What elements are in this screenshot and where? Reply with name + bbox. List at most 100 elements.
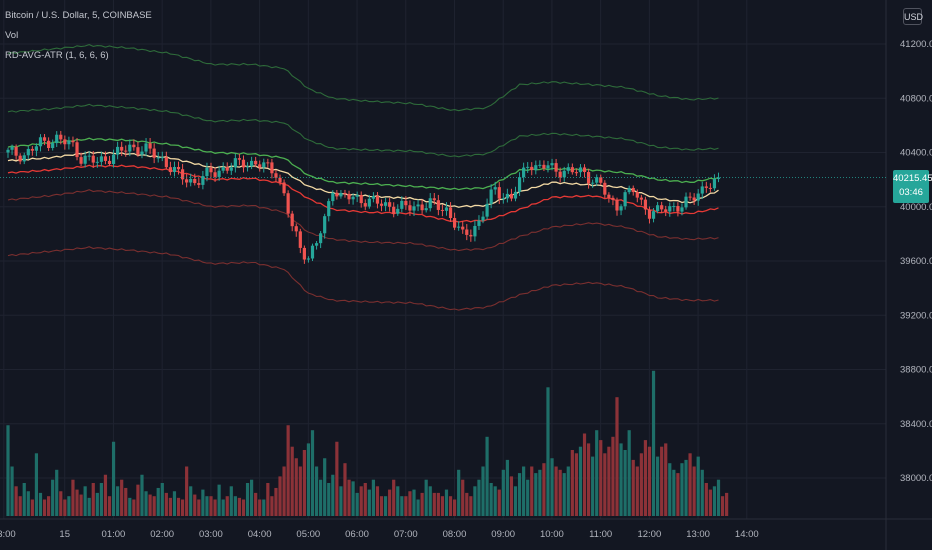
candle-body	[680, 207, 684, 212]
candle-body	[453, 218, 457, 228]
candle-body	[124, 150, 128, 152]
y-tick-label: 40400.00	[900, 148, 932, 159]
x-tick-label: 07:00	[394, 529, 418, 540]
candle-body	[71, 140, 75, 143]
band-upper	[7, 137, 719, 191]
candle-body	[619, 206, 623, 211]
band-lower	[7, 164, 719, 223]
volume-bar	[359, 486, 363, 516]
candle-body	[47, 140, 51, 149]
candle-body	[30, 148, 34, 151]
candle-body	[116, 146, 120, 155]
volume-bar	[6, 425, 10, 516]
candle-body	[660, 205, 664, 210]
candle-body	[400, 200, 404, 209]
candle-body	[688, 196, 692, 198]
candle-body	[383, 202, 388, 206]
volume-bar	[522, 466, 526, 516]
volume-bar	[111, 441, 116, 516]
volume-bar	[436, 492, 440, 516]
volume-bar	[530, 466, 534, 516]
volume-bar	[554, 466, 558, 516]
candle-body	[185, 179, 189, 183]
candle-body	[448, 207, 453, 219]
volume-bar	[651, 370, 656, 516]
x-tick-label: 03:00	[199, 529, 223, 540]
volume-bar	[319, 479, 323, 516]
volume-bar	[546, 387, 550, 516]
volume-bar	[517, 473, 522, 516]
current-price-label: 40215.45	[893, 173, 932, 184]
volume-bar	[704, 483, 708, 516]
volume-bar	[91, 483, 95, 516]
volume-bar	[416, 499, 420, 516]
candle-body	[412, 206, 416, 211]
volume-bar	[481, 466, 485, 516]
candle-body	[266, 162, 270, 164]
volume-bar	[51, 479, 55, 516]
volume-bar	[489, 483, 493, 516]
candle-body	[517, 177, 522, 192]
candle-body	[505, 193, 509, 199]
volume-bar	[124, 487, 128, 516]
candle-body	[501, 198, 505, 200]
volume-bar	[278, 476, 282, 516]
volume-bar	[193, 494, 197, 516]
x-tick-label: 15	[59, 529, 70, 540]
volume-bar	[477, 479, 481, 516]
candle-body	[465, 229, 469, 235]
y-tick-label: 40800.00	[900, 93, 932, 104]
candle-body	[656, 205, 660, 212]
volume-bar	[668, 463, 672, 516]
volume-bar	[392, 479, 396, 516]
candle-body	[99, 156, 103, 162]
volume-bar	[692, 466, 696, 516]
volume-bar	[83, 486, 87, 516]
volume-bar	[396, 486, 400, 516]
candle-body	[367, 198, 371, 207]
candle-body	[209, 167, 213, 173]
volume-bar	[574, 453, 578, 516]
candle-body	[229, 167, 233, 171]
candle-body	[355, 195, 359, 197]
volume-bar	[615, 397, 619, 516]
candle-body	[128, 144, 132, 152]
volume-bar	[444, 489, 449, 516]
y-tick-label: 40000.00	[900, 202, 932, 213]
currency-button[interactable]: USD	[903, 8, 923, 25]
candle-body	[522, 167, 526, 178]
candle-body	[144, 143, 148, 152]
candle-body	[574, 172, 578, 174]
volume-bar	[266, 483, 270, 516]
candle-body	[164, 157, 168, 168]
volume-bar	[258, 499, 262, 516]
candle-body	[140, 151, 144, 155]
candle-body	[493, 187, 497, 190]
candle-body	[497, 187, 501, 199]
x-tick-label: 09:00	[491, 529, 515, 540]
volume-bar	[250, 479, 254, 516]
candle-body	[91, 155, 95, 163]
x-tick-label: 13:00	[686, 529, 710, 540]
candle-body	[371, 196, 375, 199]
candle-body	[635, 192, 639, 198]
candle-body	[63, 139, 67, 145]
volume-bar	[314, 466, 319, 516]
candle-body	[562, 170, 566, 178]
candle-body	[611, 197, 615, 200]
candle-body	[432, 198, 436, 201]
volume-bar	[404, 496, 408, 516]
candle-body	[233, 158, 237, 168]
candle-body	[347, 193, 351, 200]
candle-body	[485, 203, 489, 217]
candle-body	[509, 193, 514, 199]
volume-bar	[635, 466, 639, 516]
candle-body	[591, 182, 595, 184]
volume-bar	[152, 496, 156, 516]
volume-bar	[639, 453, 643, 516]
volume-bar	[501, 469, 505, 516]
volume-bar	[631, 459, 635, 516]
volume-bar	[623, 450, 627, 516]
